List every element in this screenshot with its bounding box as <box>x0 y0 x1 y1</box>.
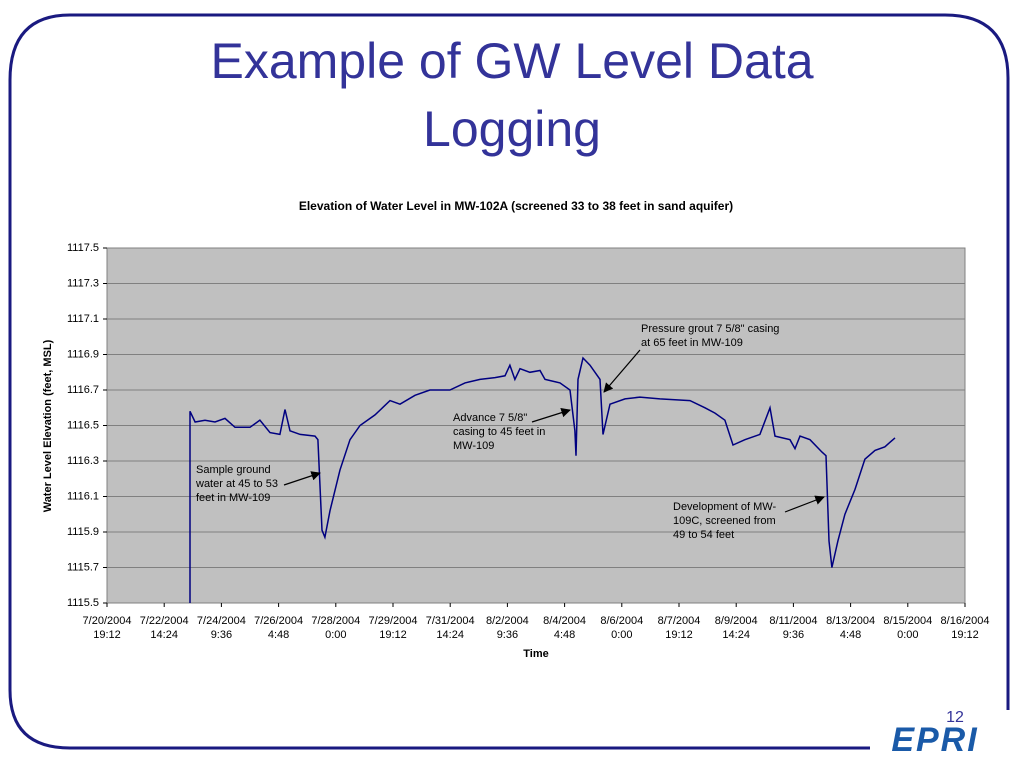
annotation-text: casing to 45 feet in <box>453 426 545 438</box>
annotation-text: 109C, screened from <box>673 515 776 527</box>
y-tick-label: 1116.7 <box>67 384 99 396</box>
annotation-text: at 65 feet in MW-109 <box>641 337 743 349</box>
y-tick-label: 1117.5 <box>67 242 99 254</box>
x-tick-label: 7/28/2004 0:00 <box>311 615 360 641</box>
annotation-text: feet in MW-109 <box>196 492 270 504</box>
annotation-arrow <box>784 495 825 513</box>
annotation-text: MW-109 <box>453 440 494 452</box>
annotation-text: Pressure grout 7 5/8" casing <box>641 323 779 335</box>
y-tick-label: 1115.5 <box>67 597 99 609</box>
logo: EPRI <box>891 721 978 759</box>
annotation-text: 49 to 54 feet <box>673 529 734 541</box>
y-tick-label: 1115.9 <box>67 526 99 538</box>
y-tick-label: 1116.5 <box>67 419 99 431</box>
x-tick-label: 7/26/2004 4:48 <box>254 615 303 641</box>
x-tick-label: 8/15/2004 0:00 <box>883 615 932 641</box>
y-tick-label: 1116.9 <box>67 348 99 360</box>
x-axis-label: Time <box>523 648 548 660</box>
annotation-text: water at 45 to 53 <box>195 478 278 490</box>
y-tick-label: 1116.1 <box>67 490 99 502</box>
x-tick-label: 8/11/2004 9:36 <box>769 615 817 641</box>
chart-title: Elevation of Water Level in MW-102A (scr… <box>299 199 733 213</box>
slide-border <box>70 13 1010 710</box>
annotation-text: Advance 7 5/8" <box>453 412 527 424</box>
y-tick-label: 1117.3 <box>67 277 99 289</box>
y-axis-label: Water Level Elevation (feet, MSL) <box>42 339 54 512</box>
y-tick-label: 1115.7 <box>67 561 99 573</box>
annotation-text: Sample ground <box>196 464 271 476</box>
annotation-arrow <box>283 471 321 486</box>
page-number: 12 <box>946 709 964 726</box>
x-tick-label: 8/4/2004 4:48 <box>543 615 586 641</box>
x-tick-label: 7/20/2004 19:12 <box>83 615 132 641</box>
slide-border <box>8 13 870 750</box>
annotation-arrow <box>603 349 641 393</box>
x-tick-label: 8/13/2004 4:48 <box>826 615 875 641</box>
data-line <box>189 356 896 603</box>
annotation-text: Development of MW- <box>673 501 776 513</box>
x-tick-label: 7/31/2004 14:24 <box>426 615 475 641</box>
y-tick-label: 1116.3 <box>67 455 99 467</box>
x-tick-label: 8/7/2004 19:12 <box>658 615 701 641</box>
annotation-arrow <box>531 408 571 423</box>
x-tick-label: 8/6/2004 0:00 <box>600 615 643 641</box>
y-tick-label: 1117.1 <box>67 313 99 325</box>
x-tick-label: 8/9/2004 14:24 <box>715 615 758 641</box>
x-tick-label: 7/29/2004 19:12 <box>369 615 418 641</box>
x-tick-label: 7/24/2004 9:36 <box>197 615 246 641</box>
x-tick-label: 8/16/2004 19:12 <box>941 615 990 641</box>
x-tick-label: 8/2/2004 9:36 <box>486 615 529 641</box>
slide-title: Example of GW Level Data Logging <box>210 33 813 157</box>
x-tick-label: 7/22/2004 14:24 <box>140 615 189 641</box>
